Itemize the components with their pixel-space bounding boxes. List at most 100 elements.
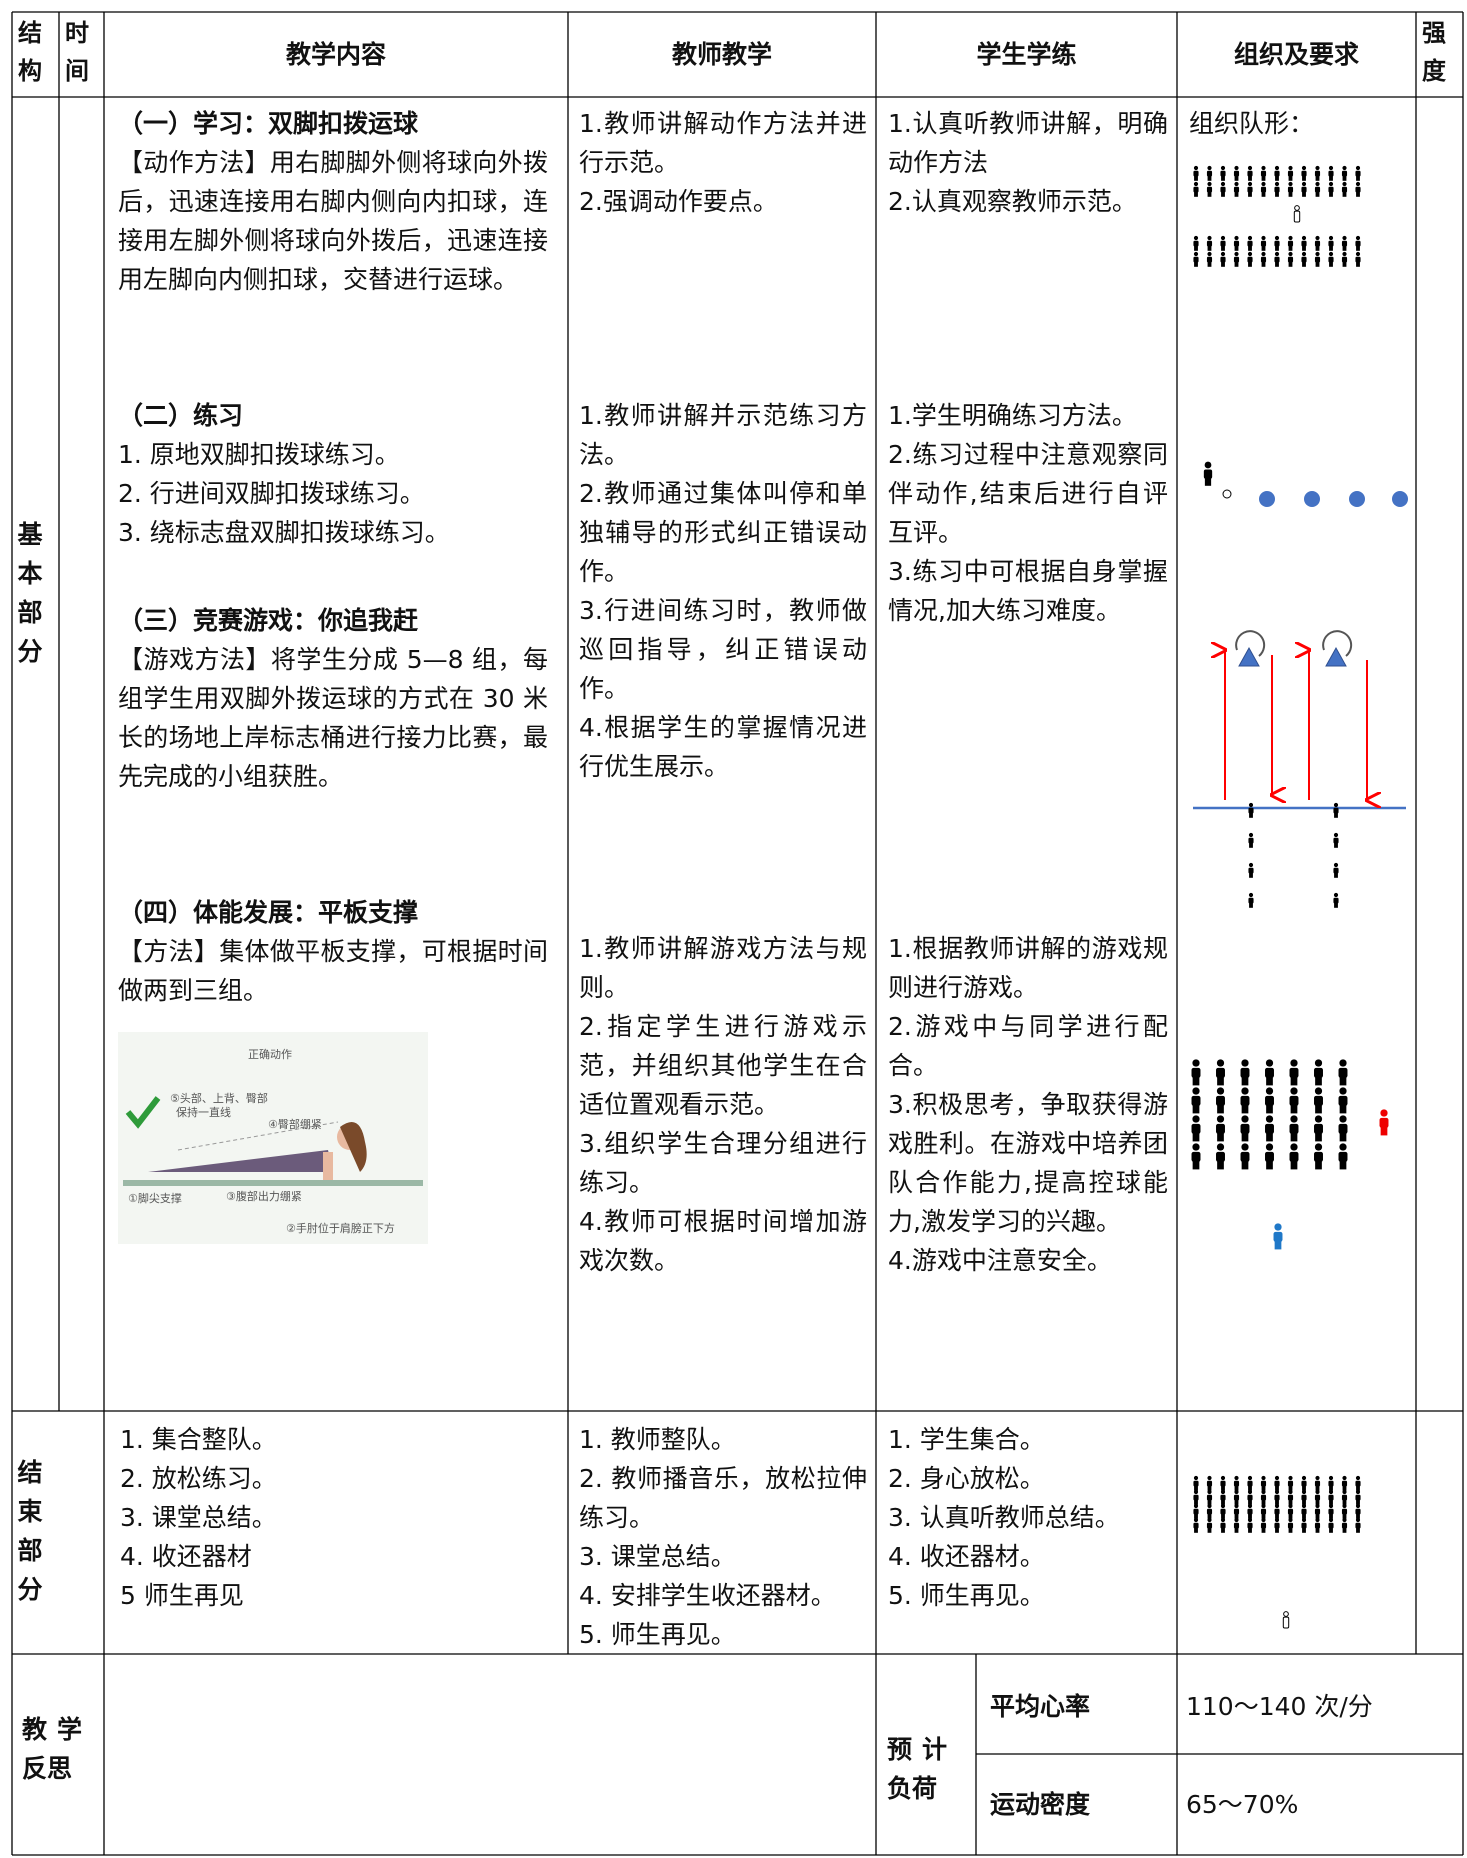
person-head <box>1288 251 1293 257</box>
person-head <box>1193 1475 1199 1481</box>
person-body <box>1206 186 1213 193</box>
person-icon <box>1355 1489 1361 1505</box>
person-body <box>1355 1494 1361 1501</box>
person-body <box>1216 1095 1225 1106</box>
person-icon <box>1274 1503 1280 1519</box>
person-body <box>1193 256 1199 263</box>
list-item: 1.学生明确练习方法。 <box>888 401 1137 430</box>
person-legs <box>1275 1500 1279 1505</box>
person-body <box>1247 256 1253 263</box>
person-legs <box>1261 1486 1266 1491</box>
person-legs <box>1334 813 1338 818</box>
person-legs <box>1315 246 1320 251</box>
person-head <box>1315 1503 1320 1509</box>
person-body <box>1206 256 1213 263</box>
person-legs <box>1221 1500 1225 1505</box>
person-icon <box>1314 1489 1321 1505</box>
person-legs <box>1249 903 1253 908</box>
person-head <box>1288 181 1293 187</box>
list-item: 2.教师通过集体叫停和单独辅导的形式纠正错误动作。 <box>579 479 867 586</box>
person-icon <box>1274 1517 1280 1533</box>
person-head <box>1192 1059 1200 1067</box>
person-legs <box>1234 1500 1239 1505</box>
person-legs <box>1329 1500 1333 1505</box>
person-legs <box>1288 1514 1293 1519</box>
person-body <box>1193 1480 1199 1487</box>
floor <box>123 1180 423 1186</box>
person-legs <box>1339 1077 1347 1086</box>
person-body <box>1301 1480 1307 1487</box>
list-item: 【游戏方法】将学生分成 5—8 组，每组学生用双脚外拨运球的方式在 30 米长的… <box>118 645 548 791</box>
person-legs <box>1261 192 1266 197</box>
person-icon <box>1233 165 1240 181</box>
person-head <box>1301 1475 1307 1481</box>
person-legs <box>1329 262 1333 267</box>
person-body <box>1191 1151 1201 1162</box>
person-icon <box>1191 1059 1201 1086</box>
person-legs <box>1207 1500 1212 1505</box>
person-legs <box>1315 262 1320 267</box>
person-head <box>1274 1475 1280 1481</box>
person-head <box>1301 251 1307 257</box>
list-item: 3.积极思考，争取获得游戏胜利。在游戏中培养团队合作能力,提高控球能力,激发学习… <box>888 1090 1168 1236</box>
person-head <box>1247 235 1253 241</box>
person-head <box>1342 1475 1347 1481</box>
list-item: 3. 认真听教师总结。 <box>888 1503 1120 1532</box>
person-body <box>1301 240 1307 247</box>
person-legs <box>1315 176 1320 181</box>
person-head <box>1234 235 1239 241</box>
person-icon <box>1216 1115 1225 1142</box>
header-cell: 组织及要求 <box>1233 40 1359 69</box>
person-legs <box>1249 873 1253 878</box>
person-body <box>1287 1480 1294 1487</box>
list-item: 2. 放松练习。 <box>120 1464 277 1493</box>
person-icon <box>1233 181 1240 197</box>
person-head <box>1288 165 1293 171</box>
block-title: （一）学习：双脚扣拨运球 <box>118 109 419 138</box>
list-item: 2.练习过程中注意观察同伴动作,结束后进行自评互评。 <box>888 440 1168 547</box>
person-head <box>1220 1489 1226 1495</box>
person-body <box>1287 240 1294 247</box>
person-head <box>1247 165 1253 171</box>
person-head <box>1290 1087 1298 1095</box>
person-legs <box>1207 176 1212 181</box>
person-head <box>1290 1059 1298 1067</box>
person-legs <box>1329 192 1333 197</box>
person-icon <box>1273 1223 1283 1250</box>
person-icon <box>1341 181 1348 197</box>
person-legs <box>1207 246 1212 251</box>
person-icon <box>1247 1475 1253 1491</box>
person-head <box>1234 1503 1239 1509</box>
person-icon <box>1274 251 1280 267</box>
teacher-body <box>1293 210 1301 223</box>
header-cell: 强度 <box>1422 19 1446 85</box>
person-legs <box>1275 1486 1279 1491</box>
person-head <box>1234 1489 1239 1495</box>
person-legs <box>1329 1528 1333 1533</box>
person-icon <box>1328 1503 1334 1519</box>
person-head <box>1204 461 1212 469</box>
teacher-head <box>1283 1611 1289 1617</box>
person-head <box>1315 165 1320 171</box>
person-head <box>1193 181 1199 187</box>
person-legs <box>1194 1486 1198 1491</box>
person-icon <box>1314 165 1321 181</box>
person-icon <box>1333 802 1339 818</box>
person-body <box>1314 1123 1323 1134</box>
list-item: 3. 课堂总结。 <box>120 1503 277 1532</box>
org-label: 组织队形： <box>1189 109 1315 138</box>
person-icon <box>1193 1517 1199 1533</box>
person-icon <box>1328 251 1334 267</box>
person-legs <box>1356 262 1360 267</box>
person-icon <box>1233 235 1240 251</box>
person-icon <box>1206 235 1213 251</box>
person-legs <box>1248 1500 1252 1505</box>
person-legs <box>1221 246 1225 251</box>
person-body <box>1247 1494 1253 1501</box>
person-head <box>1220 251 1226 257</box>
load-value: 110～140 次/分 <box>1186 1692 1373 1721</box>
person-icon <box>1247 165 1253 181</box>
person-icon <box>1233 1517 1240 1533</box>
section-label: 结束部分 <box>17 1458 43 1604</box>
person-legs <box>1315 1161 1322 1170</box>
